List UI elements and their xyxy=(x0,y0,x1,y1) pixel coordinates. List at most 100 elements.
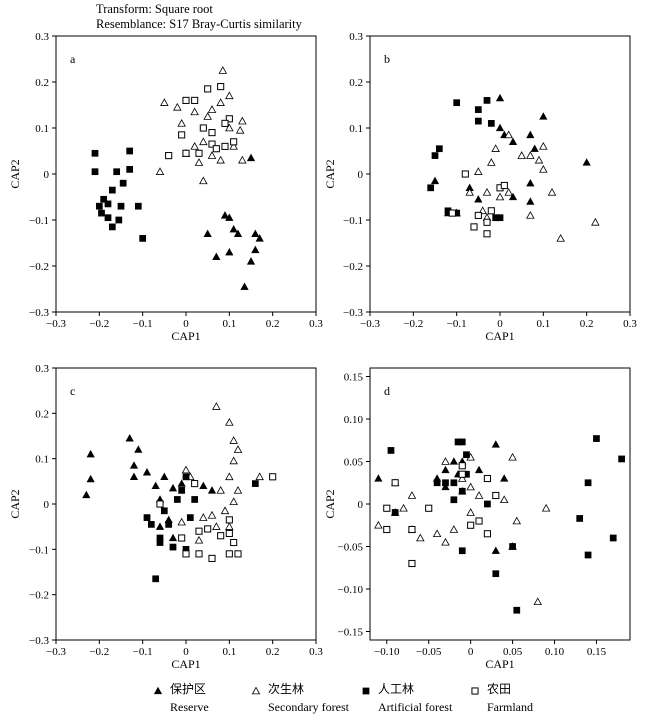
y-tick-label: 0.3 xyxy=(35,363,49,375)
y-tick-label: −0.2 xyxy=(29,261,49,273)
point-artificial xyxy=(100,195,108,203)
point-secondary xyxy=(539,164,548,173)
panel-label: d xyxy=(384,384,390,398)
point-secondary xyxy=(177,517,186,526)
point-secondary xyxy=(203,112,212,120)
point-farmland xyxy=(199,124,207,132)
point-artificial xyxy=(152,575,160,583)
point-artificial xyxy=(474,117,482,125)
x-tick-label: 0 xyxy=(497,318,503,330)
point-secondary xyxy=(235,125,245,134)
x-tick-label: −0.2 xyxy=(403,318,423,330)
y-tick-label: 0.05 xyxy=(344,457,364,469)
x-tick-label: 0.2 xyxy=(266,318,280,330)
point-artificial xyxy=(108,223,116,231)
point-secondary xyxy=(466,508,475,516)
point-farmland xyxy=(483,218,491,226)
point-secondary xyxy=(474,491,484,499)
x-tick-label: 0.3 xyxy=(309,646,323,658)
point-farmland xyxy=(182,550,190,558)
point-secondary xyxy=(534,155,544,164)
x-tick-label: 0.05 xyxy=(503,646,523,658)
point-secondary xyxy=(207,151,217,159)
point-secondary xyxy=(173,102,182,111)
point-reserve xyxy=(86,449,95,458)
y-tick-label: 0.10 xyxy=(344,414,364,426)
point-secondary xyxy=(212,402,221,410)
point-secondary xyxy=(229,141,238,150)
x-tick-label: 0.15 xyxy=(587,646,607,658)
point-secondary xyxy=(190,141,199,150)
point-farmland xyxy=(470,223,478,231)
point-secondary xyxy=(177,118,186,127)
point-artificial xyxy=(134,202,142,210)
point-artificial xyxy=(609,534,617,542)
point-secondary xyxy=(225,91,234,100)
point-farmland xyxy=(492,491,500,500)
x-axis-label: CAP1 xyxy=(171,657,200,671)
point-artificial xyxy=(191,496,199,503)
point-farmland xyxy=(458,470,466,478)
panel-d: −0.10 −0.05 0 0.05 0.10 0.15 −0.15 −0.10 −0.05 0 0… xyxy=(323,367,631,671)
point-secondary xyxy=(449,525,459,533)
point-artificial xyxy=(492,570,500,578)
point-artificial xyxy=(458,438,466,446)
point-farmland xyxy=(182,96,190,104)
point-reserve xyxy=(233,229,243,237)
point-farmland xyxy=(204,525,212,533)
y-tick-label: 0.15 xyxy=(344,372,364,384)
point-artificial xyxy=(513,606,521,614)
point-reserve xyxy=(225,247,234,256)
point-farmland xyxy=(221,119,229,127)
point-reserve xyxy=(151,481,160,490)
point-artificial xyxy=(387,447,395,454)
point-reserve xyxy=(526,130,535,139)
panel-c: −0.3 −0.2 −0.1 0 0.1 0.2 0.3 −0.3 −0.2 −0.1 0 0.1 0.… xyxy=(8,363,323,671)
point-reserve xyxy=(441,482,450,491)
y-tick-label: −0.1 xyxy=(29,544,49,556)
point-reserve xyxy=(125,434,134,442)
legend-label-en: Farmland xyxy=(487,700,533,714)
point-artificial xyxy=(117,202,125,210)
point-artificial xyxy=(483,97,491,104)
point-secondary xyxy=(238,155,247,164)
x-tick-label: 0.1 xyxy=(536,318,550,330)
x-tick-label: −0.10 xyxy=(374,646,400,658)
point-artificial xyxy=(169,543,177,551)
point-artificial xyxy=(509,543,516,550)
point-farmland xyxy=(204,85,212,93)
y-tick-label: 0.1 xyxy=(35,123,49,135)
point-secondary xyxy=(491,144,500,152)
point-artificial xyxy=(143,514,151,521)
point-secondary xyxy=(199,176,208,185)
point-artificial xyxy=(173,496,181,503)
point-farmland xyxy=(195,527,203,535)
y-tick-label: −0.05 xyxy=(338,542,364,554)
point-artificial xyxy=(147,521,155,528)
y-tick-label: −0.1 xyxy=(343,215,363,227)
point-artificial xyxy=(458,547,466,555)
panel-label: b xyxy=(384,52,390,66)
point-farmland xyxy=(234,550,242,558)
x-tick-label: −0.05 xyxy=(416,646,442,658)
y-tick-label: −0.2 xyxy=(343,261,363,273)
point-reserve xyxy=(508,137,518,145)
point-farmland xyxy=(212,145,220,153)
legend-label-zh: 次生林 xyxy=(268,682,304,696)
point-secondary xyxy=(504,187,513,196)
panel-label: a xyxy=(70,52,76,66)
y-tick-label: 0 xyxy=(44,169,50,181)
panel-b: −0.3 −0.2 −0.1 0 0.1 0.2 0.3 −0.3 −0.2 −0.1 0 0.1 0.… xyxy=(323,31,637,343)
point-farmland xyxy=(391,479,399,487)
legend-label-en: Reserve xyxy=(170,700,209,714)
point-secondary xyxy=(482,187,492,196)
x-axis-label: CAP1 xyxy=(171,329,200,343)
point-reserve xyxy=(255,234,264,242)
point-reserve xyxy=(225,213,234,221)
point-secondary xyxy=(512,516,522,525)
point-farmland xyxy=(408,559,416,568)
y-tick-label: −0.3 xyxy=(343,307,363,319)
x-tick-label: −0.1 xyxy=(133,318,153,330)
point-artificial xyxy=(126,166,134,173)
point-secondary xyxy=(432,529,442,538)
